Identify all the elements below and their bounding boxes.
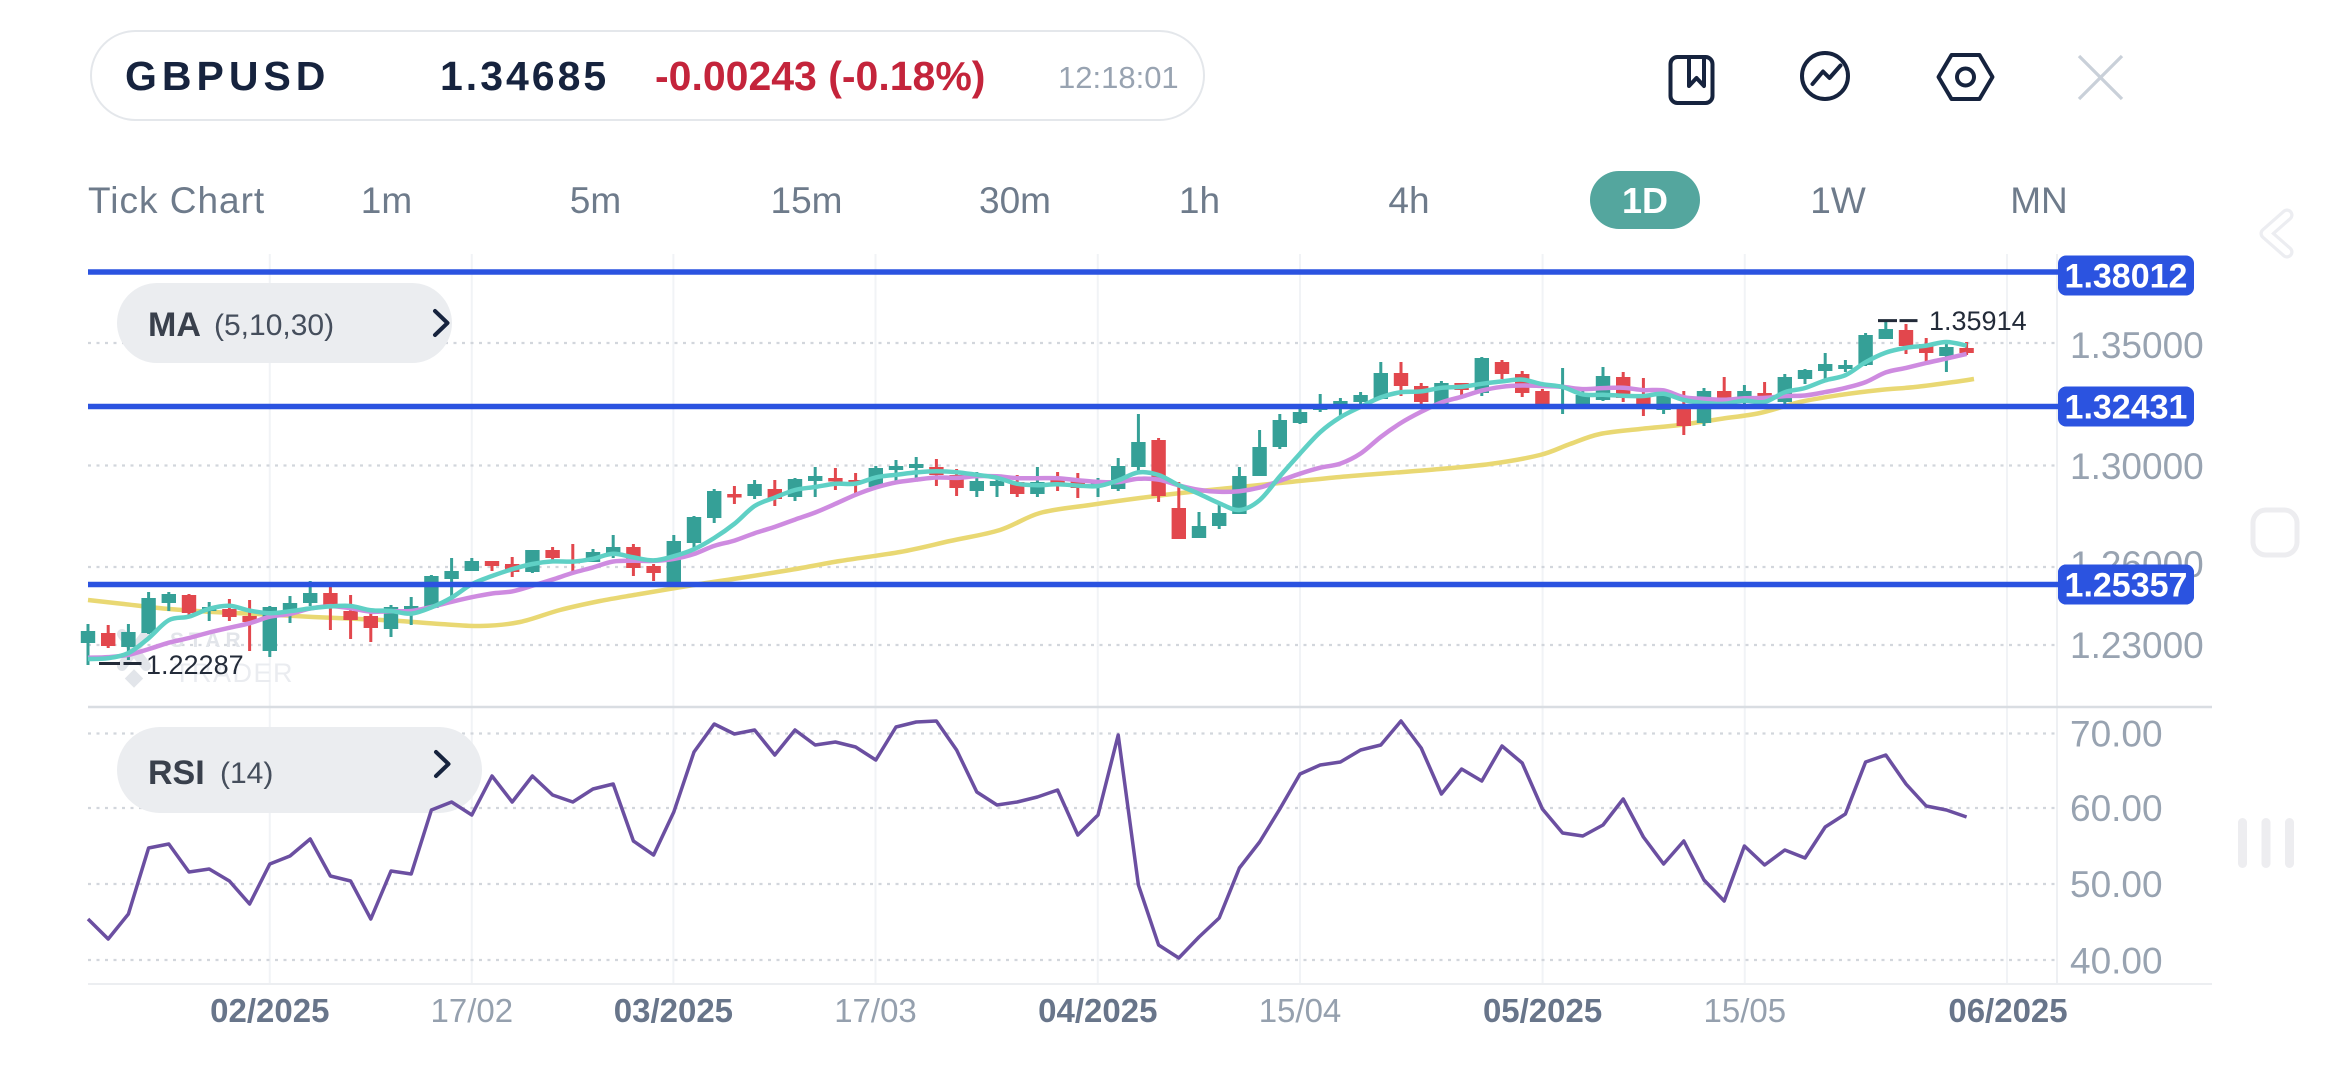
svg-text:1.34685: 1.34685 (440, 53, 609, 99)
svg-text:1h: 1h (1179, 180, 1220, 221)
svg-text:1.32431: 1.32431 (2065, 389, 2188, 427)
svg-text:1m: 1m (361, 180, 412, 221)
svg-text:15/05: 15/05 (1704, 992, 1787, 1029)
svg-text:30m: 30m (979, 180, 1051, 221)
svg-text:05/2025: 05/2025 (1483, 992, 1602, 1029)
svg-text:TRADER: TRADER (174, 658, 294, 688)
svg-text:06/2025: 06/2025 (1948, 992, 2067, 1029)
svg-text:40.00: 40.00 (2070, 941, 2163, 982)
svg-text:17/02: 17/02 (431, 992, 514, 1029)
svg-text:1D: 1D (1622, 180, 1668, 221)
svg-text:17/03: 17/03 (834, 992, 917, 1029)
svg-text:Tick Chart: Tick Chart (88, 180, 265, 221)
svg-text:70.00: 70.00 (2070, 714, 2163, 755)
svg-text:02/2025: 02/2025 (210, 992, 329, 1029)
svg-text:04/2025: 04/2025 (1038, 992, 1157, 1029)
svg-text:MA: MA (148, 306, 201, 344)
svg-text:STAR: STAR (170, 629, 246, 652)
svg-text:15/04: 15/04 (1259, 992, 1342, 1029)
svg-text:03/2025: 03/2025 (614, 992, 733, 1029)
svg-text:5m: 5m (570, 180, 621, 221)
svg-text:1.22287: 1.22287 (146, 650, 244, 680)
svg-text:12:18:01: 12:18:01 (1058, 60, 1179, 95)
svg-text:50.00: 50.00 (2070, 864, 2163, 905)
svg-text:1.38012: 1.38012 (2065, 258, 2188, 296)
svg-text:15m: 15m (771, 180, 843, 221)
svg-text:1.35000: 1.35000 (2070, 325, 2204, 366)
svg-text:1.35914: 1.35914 (1929, 306, 2027, 336)
svg-text:MN: MN (2010, 180, 2068, 221)
svg-text:(14): (14) (220, 757, 273, 790)
svg-text:1.23000: 1.23000 (2070, 625, 2204, 666)
svg-text:-0.00243 (-0.18%): -0.00243 (-0.18%) (655, 53, 985, 99)
svg-text:(5,10,30): (5,10,30) (214, 309, 334, 342)
svg-text:1W: 1W (1810, 180, 1866, 221)
svg-text:RSI: RSI (148, 754, 205, 792)
svg-text:1.30000: 1.30000 (2070, 446, 2204, 487)
svg-text:GBPUSD: GBPUSD (125, 53, 330, 99)
svg-text:1.25357: 1.25357 (2065, 567, 2188, 605)
svg-text:4h: 4h (1388, 180, 1429, 221)
svg-text:60.00: 60.00 (2070, 788, 2163, 829)
